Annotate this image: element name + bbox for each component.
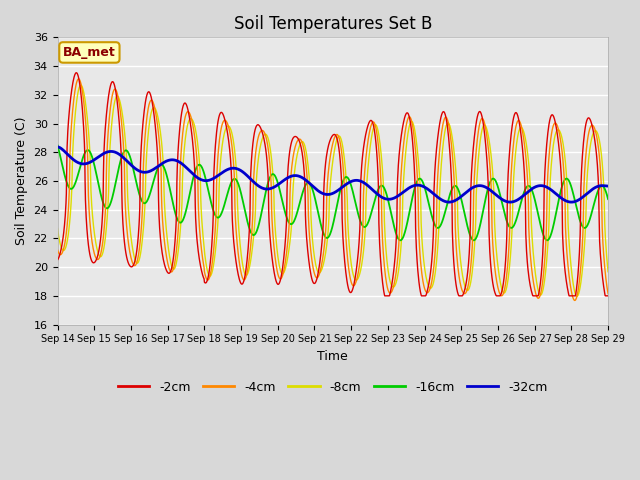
-16cm (367, 212, 374, 217)
-32cm (604, 183, 612, 189)
-32cm (299, 175, 307, 180)
-2cm (97, 237, 104, 243)
-8cm (97, 254, 104, 260)
-2cm (367, 118, 375, 123)
-16cm (299, 190, 307, 196)
-32cm (367, 185, 374, 191)
-32cm (54, 144, 61, 150)
Legend: -2cm, -4cm, -8cm, -16cm, -32cm: -2cm, -4cm, -8cm, -16cm, -32cm (113, 376, 552, 399)
-2cm (299, 155, 307, 161)
-8cm (367, 137, 375, 143)
-4cm (54, 247, 61, 253)
Y-axis label: Soil Temperature (C): Soil Temperature (C) (15, 117, 28, 245)
-16cm (604, 196, 612, 202)
Text: BA_met: BA_met (63, 46, 116, 59)
-32cm (287, 173, 295, 179)
-16cm (543, 238, 551, 243)
-8cm (287, 223, 295, 229)
-16cm (308, 186, 316, 192)
-8cm (119, 115, 127, 121)
-2cm (54, 257, 61, 263)
X-axis label: Time: Time (317, 350, 348, 363)
Line: -2cm: -2cm (58, 73, 608, 296)
-2cm (119, 220, 127, 226)
-16cm (54, 143, 61, 148)
Line: -4cm: -4cm (58, 79, 608, 300)
Line: -32cm: -32cm (58, 147, 608, 202)
-4cm (571, 298, 579, 303)
-32cm (118, 154, 126, 160)
-4cm (75, 76, 83, 82)
-32cm (96, 153, 104, 158)
-8cm (604, 269, 612, 275)
-4cm (119, 135, 127, 141)
Line: -8cm: -8cm (58, 85, 608, 296)
-8cm (54, 226, 61, 231)
-32cm (308, 183, 316, 189)
-8cm (309, 240, 317, 246)
-8cm (77, 82, 84, 88)
-8cm (299, 139, 307, 144)
-4cm (604, 291, 612, 297)
Title: Soil Temperatures Set B: Soil Temperatures Set B (234, 15, 432, 33)
-2cm (287, 139, 295, 145)
-8cm (573, 293, 580, 299)
-2cm (604, 293, 612, 299)
-4cm (287, 167, 295, 173)
Line: -16cm: -16cm (58, 145, 608, 240)
-2cm (381, 293, 388, 299)
-4cm (97, 252, 104, 258)
-16cm (287, 221, 295, 227)
-4cm (367, 122, 375, 128)
-16cm (118, 152, 126, 157)
-4cm (309, 263, 317, 269)
-4cm (299, 142, 307, 148)
-32cm (568, 199, 575, 205)
-16cm (96, 189, 104, 194)
-2cm (309, 279, 317, 285)
-2cm (72, 70, 80, 76)
